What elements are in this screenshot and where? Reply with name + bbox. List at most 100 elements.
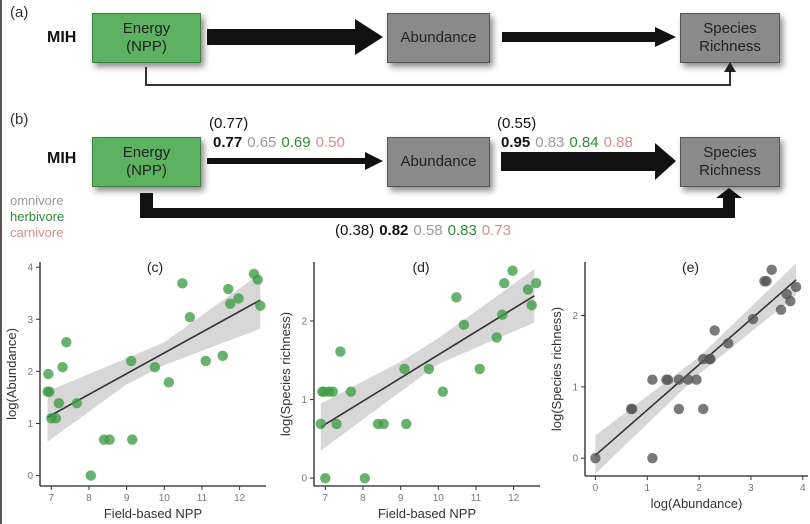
- arrow-b-energy-richness: [140, 188, 742, 218]
- x-tick-label-e: 0: [593, 483, 599, 494]
- abundance-node-text: Abundance: [400, 29, 477, 46]
- coef-herbivore: 0.83: [447, 222, 477, 239]
- data-point-e: [647, 374, 658, 385]
- path-ea-coefficients: 0.77 0.65 0.69 0.50: [213, 134, 350, 151]
- data-point-e: [705, 353, 716, 365]
- data-point-c: [149, 362, 161, 373]
- y-tick-label-d: 0: [301, 474, 307, 485]
- y-tick-label-c: 2: [27, 367, 33, 378]
- data-point-e: [698, 403, 709, 415]
- arrow-a-energy-richness: [145, 67, 731, 86]
- abundance-node-text: Abundance: [400, 153, 477, 170]
- arrow-a-abundance-richness: [502, 27, 676, 47]
- chart-title-c: (c): [147, 259, 163, 275]
- data-point-d: [327, 386, 339, 397]
- data-point-d: [335, 346, 346, 357]
- chart-title-e: (e): [682, 259, 699, 275]
- x-tick-label-c: 12: [234, 493, 246, 504]
- data-point-c: [233, 293, 244, 304]
- data-point-e: [691, 374, 702, 385]
- confidence-band-c: [47, 273, 261, 442]
- confidence-band-e: [595, 263, 797, 474]
- data-point-d: [451, 292, 462, 303]
- x-tick-label-c: 10: [159, 493, 171, 504]
- data-point-c: [252, 274, 263, 285]
- data-point-c: [225, 298, 236, 309]
- data-point-d: [345, 386, 357, 397]
- y-tick-label-e: 0: [572, 454, 578, 465]
- y-tick-label-c: 3: [27, 315, 33, 326]
- data-point-d: [378, 418, 389, 430]
- panel-a-energy-node: Energy (NPP): [92, 13, 201, 63]
- richness-node-line1: Species: [703, 144, 757, 161]
- data-point-e: [662, 374, 674, 385]
- data-point-d: [401, 418, 412, 430]
- path-ar-coefficients: 0.95 0.83 0.84 0.88: [501, 134, 638, 151]
- data-point-c: [104, 434, 115, 445]
- data-point-c: [127, 434, 138, 445]
- legend-herbivore: herbivore: [10, 209, 65, 224]
- path-ar-r2: (0.55): [497, 115, 537, 132]
- x-tick-label-d: 8: [360, 493, 366, 504]
- data-point-d: [423, 363, 435, 375]
- data-point-e: [709, 325, 720, 336]
- panel-a-abundance-node: Abundance: [387, 13, 490, 63]
- data-point-e: [673, 403, 685, 415]
- energy-node-line2: (NPP): [126, 162, 167, 179]
- x-tick-label-c: 8: [86, 493, 92, 504]
- panel-a-label: (a): [10, 4, 29, 21]
- y-tick-label-e: 1: [572, 382, 578, 393]
- panel-b-energy-node: Energy (NPP): [92, 137, 201, 187]
- data-point-e: [766, 264, 777, 276]
- data-point-c: [43, 368, 54, 380]
- data-point-d: [320, 472, 331, 484]
- panel-a-model-label: MIH: [47, 29, 77, 46]
- data-point-c: [44, 386, 55, 397]
- coef-omnivore: 0.65: [247, 134, 277, 151]
- data-point-c: [71, 397, 83, 409]
- data-point-d: [491, 332, 502, 343]
- fit-line-c: [47, 299, 261, 418]
- data-point-e: [775, 304, 787, 315]
- data-point-d: [531, 278, 542, 289]
- data-point-c: [53, 397, 65, 409]
- data-point-d: [507, 265, 518, 276]
- energy-node-line1: Energy: [122, 20, 171, 37]
- data-point-d: [458, 319, 470, 331]
- panel-b-abundance-node: Abundance: [387, 137, 490, 187]
- data-point-d: [399, 363, 410, 375]
- panel-b-richness-node: Species Richness: [680, 137, 780, 187]
- data-point-e: [626, 403, 638, 415]
- y-tick-label-c: 1: [27, 419, 33, 430]
- coef-herbivore: 0.69: [281, 134, 311, 151]
- coef-herbivore: 0.84: [569, 134, 599, 151]
- coef-all: 0.95: [501, 134, 531, 151]
- coef-r2: (0.38): [335, 222, 375, 239]
- trophic-legend: omnivore herbivore carnivore: [10, 193, 64, 241]
- data-point-d: [331, 418, 342, 430]
- confidence-band-d: [320, 269, 535, 451]
- y-tick-label-c: 0: [27, 471, 33, 482]
- data-point-c: [125, 355, 137, 367]
- panel-b-label: (b): [10, 111, 29, 128]
- data-point-e: [761, 276, 772, 287]
- data-point-c: [50, 413, 62, 424]
- x-tick-label-d: 7: [323, 493, 329, 504]
- y-tick-label-d: 1: [301, 395, 307, 406]
- energy-node-line2: (NPP): [126, 38, 167, 55]
- data-point-c: [85, 470, 97, 481]
- coef-omnivore: 0.58: [413, 222, 443, 239]
- data-point-c: [163, 377, 175, 388]
- richness-node-line2: Richness: [699, 38, 761, 55]
- x-tick-label-c: 9: [124, 493, 130, 504]
- coef-carnivore: 0.73: [481, 222, 511, 239]
- data-point-e: [647, 452, 658, 464]
- x-axis-label-d: Field-based NPP: [378, 506, 476, 521]
- data-point-e: [683, 374, 694, 385]
- legend-carnivore: carnivore: [10, 225, 64, 240]
- path-er-coefficients: (0.38) 0.82 0.58 0.83 0.73: [335, 222, 516, 239]
- x-tick-label-c: 11: [197, 493, 208, 504]
- y-tick-label-d: 2: [301, 316, 307, 327]
- coef-carnivore: 0.50: [315, 134, 345, 151]
